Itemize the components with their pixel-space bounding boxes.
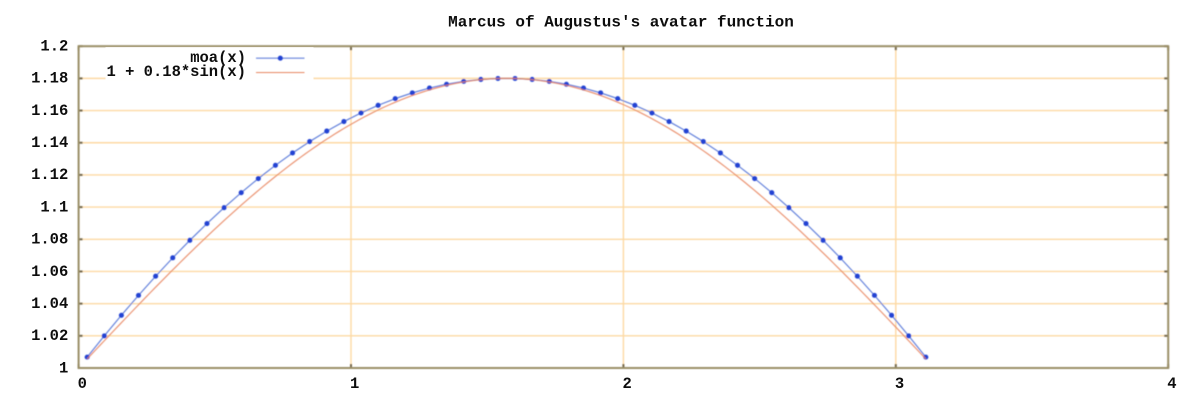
svg-text:1: 1: [350, 375, 359, 393]
svg-text:1.1: 1.1: [40, 198, 68, 216]
svg-text:moa(x): moa(x): [190, 49, 246, 67]
svg-text:1.18: 1.18: [31, 70, 68, 88]
svg-text:1.08: 1.08: [31, 231, 68, 249]
svg-text:0: 0: [78, 375, 87, 393]
svg-text:1 + 0.18*sin(x): 1 + 0.18*sin(x): [106, 63, 246, 81]
svg-text:1.16: 1.16: [31, 102, 68, 120]
svg-text:1.02: 1.02: [31, 327, 68, 345]
svg-text:3: 3: [895, 375, 904, 393]
svg-text:1.12: 1.12: [31, 166, 68, 184]
svg-text:2: 2: [622, 375, 631, 393]
svg-text:1: 1: [59, 359, 68, 377]
svg-text:Marcus of Augustus's avatar fu: Marcus of Augustus's avatar function: [448, 14, 794, 32]
svg-text:1.06: 1.06: [31, 263, 68, 281]
svg-text:1.2: 1.2: [40, 38, 68, 56]
svg-text:4: 4: [1167, 375, 1176, 393]
svg-text:1.14: 1.14: [31, 134, 68, 152]
svg-text:1.04: 1.04: [31, 295, 68, 313]
